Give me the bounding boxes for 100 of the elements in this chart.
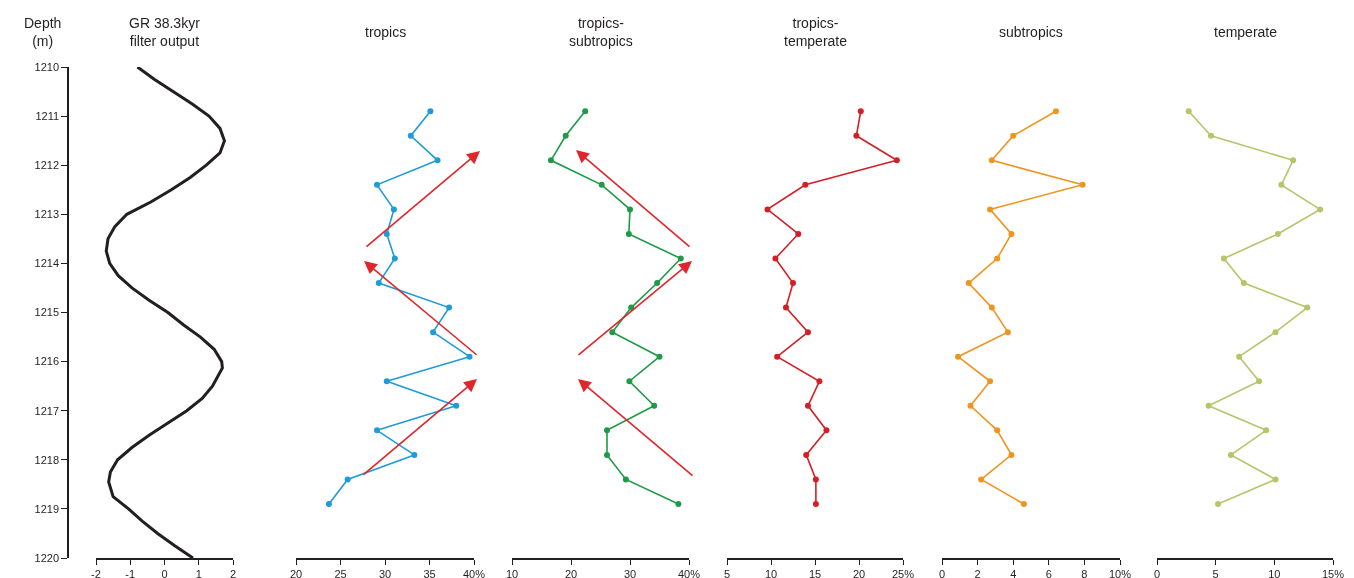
y-tick-label: 1217 (34, 404, 60, 417)
x-tick-label: 6 (1045, 567, 1052, 578)
chart-title: subtropics (999, 24, 1063, 40)
x-tick-label: 5 (1212, 567, 1219, 578)
point (823, 427, 830, 434)
point (955, 353, 962, 360)
chart-title: tropics (365, 24, 407, 40)
point (1278, 181, 1285, 188)
point (795, 230, 802, 237)
point (1263, 427, 1270, 434)
point (804, 402, 811, 409)
point (994, 427, 1001, 434)
chart-title: temperate (1214, 24, 1278, 40)
point (1052, 108, 1059, 115)
point (1220, 255, 1227, 262)
point (816, 378, 823, 385)
x-tick-label: 20 (852, 567, 866, 578)
x-tick-label: 5 (723, 567, 731, 578)
x-tick-label: 25% (891, 567, 915, 578)
point (603, 451, 610, 458)
point (1215, 500, 1222, 507)
y-tick-label: 1211 (35, 109, 60, 122)
x-tick-label: 0 (1153, 567, 1161, 578)
x-tick-label: 40% (462, 567, 486, 578)
x-tick-label: 8 (1081, 567, 1088, 578)
y-tick-label: 1216 (34, 355, 60, 368)
point (1008, 451, 1015, 458)
point (1227, 451, 1234, 458)
chart-title: GR 38.3kyr filter output (129, 15, 201, 50)
point (651, 402, 658, 409)
point (622, 476, 629, 483)
point (774, 353, 781, 360)
point (790, 280, 796, 287)
point (446, 304, 453, 311)
point (1020, 500, 1027, 507)
point (654, 280, 661, 287)
x-tick-label: 20 (564, 567, 578, 578)
x-tick-label: 15% (1321, 567, 1345, 578)
y-tick-label: 1220 (34, 551, 60, 564)
point (453, 402, 460, 409)
x-tick-label: -2 (91, 567, 101, 578)
y-tick-label: 1218 (34, 453, 60, 466)
y-tick-label: 1219 (34, 502, 60, 515)
point (1272, 476, 1279, 483)
point (656, 353, 663, 360)
point (772, 255, 779, 262)
point (967, 402, 974, 409)
point (1317, 206, 1324, 213)
x-tick-label: 15 (808, 567, 822, 578)
point (803, 451, 810, 458)
chart-title: tropics- temperate (784, 15, 848, 50)
y-tick-label: 1214 (34, 257, 60, 270)
point (598, 181, 605, 188)
point (562, 132, 569, 139)
point (812, 500, 819, 507)
point (627, 206, 633, 213)
point (434, 157, 441, 164)
x-tick-label: 30 (623, 567, 637, 578)
point (987, 206, 994, 213)
point (1205, 402, 1212, 409)
point (1185, 108, 1192, 115)
point (893, 157, 900, 164)
point (1236, 353, 1243, 360)
point (373, 427, 380, 434)
x-tick-label: 30 (378, 567, 392, 578)
point (1207, 132, 1214, 139)
x-tick-label: -1 (125, 567, 136, 578)
point (978, 476, 985, 483)
y-tick-label: 1212 (34, 159, 60, 172)
point (547, 157, 554, 164)
point (853, 132, 860, 139)
x-tick-label: 10 (1268, 567, 1281, 578)
point (430, 329, 437, 336)
x-tick-label: 1 (195, 567, 202, 578)
point (383, 378, 390, 385)
point (383, 230, 390, 237)
point (1274, 230, 1281, 237)
x-tick-label: 0 (938, 567, 946, 578)
point (1290, 157, 1297, 164)
point (466, 353, 473, 360)
point (965, 280, 972, 287)
x-tick-label: 2 (229, 567, 237, 578)
point (325, 500, 332, 507)
point (609, 329, 616, 336)
point (782, 304, 789, 311)
point (812, 476, 819, 483)
y-tick-label: 1210 (34, 60, 60, 73)
x-tick-label: 25 (334, 567, 347, 578)
point (675, 500, 682, 507)
point (1004, 329, 1011, 336)
point (994, 255, 1001, 262)
point (1256, 378, 1263, 385)
x-tick-label: 10 (505, 567, 519, 578)
point (677, 255, 684, 262)
point (764, 206, 771, 213)
x-tick-label: 20 (289, 567, 303, 578)
point (857, 108, 864, 115)
x-tick-label: 2 (974, 567, 981, 578)
x-tick-label: 40% (677, 567, 701, 578)
x-tick-label: 10 (764, 567, 778, 578)
